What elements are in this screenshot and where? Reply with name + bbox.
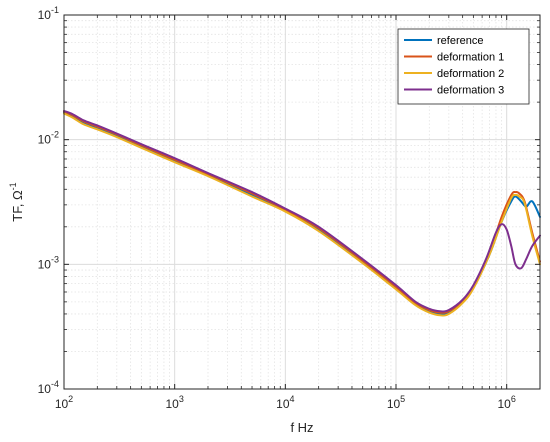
y-tick-label: 10-2 — [38, 130, 59, 147]
legend-label-1: reference — [437, 35, 483, 47]
y-axis-label: TF, Ω-1 — [8, 182, 25, 221]
legend-box — [397, 28, 530, 105]
legend-label-3: deformation 2 — [437, 68, 504, 80]
axis-ticks — [63, 14, 541, 390]
series-line-3 — [63, 112, 541, 317]
y-tick-label: 10-3 — [38, 254, 59, 271]
y-axis-label-main: TF, Ω — [10, 190, 25, 222]
x-tick-label: 105 — [387, 394, 405, 411]
y-tick-label: 10-4 — [38, 379, 59, 396]
y-axis-label-sup: -1 — [8, 182, 18, 190]
series-group — [63, 109, 541, 317]
x-tick-labels: 102 103 104 105 106 — [55, 394, 516, 411]
x-tick-label: 103 — [165, 394, 183, 411]
legend-label-4: deformation 3 — [437, 85, 504, 97]
legend: reference deformation 1 deformation 2 defor… — [397, 28, 530, 105]
y-tick-label: 10-1 — [38, 5, 59, 22]
plot-frame — [63, 14, 541, 390]
y-tick-labels: 10-4 10-3 10-2 10-1 — [38, 5, 59, 396]
series-line-4 — [63, 109, 541, 313]
x-tick-label: 106 — [497, 394, 515, 411]
x-tick-label: 102 — [55, 394, 73, 411]
x-axis-label: f Hz — [290, 420, 313, 435]
x-tick-label: 104 — [276, 394, 294, 411]
legend-label-2: deformation 1 — [437, 52, 504, 64]
